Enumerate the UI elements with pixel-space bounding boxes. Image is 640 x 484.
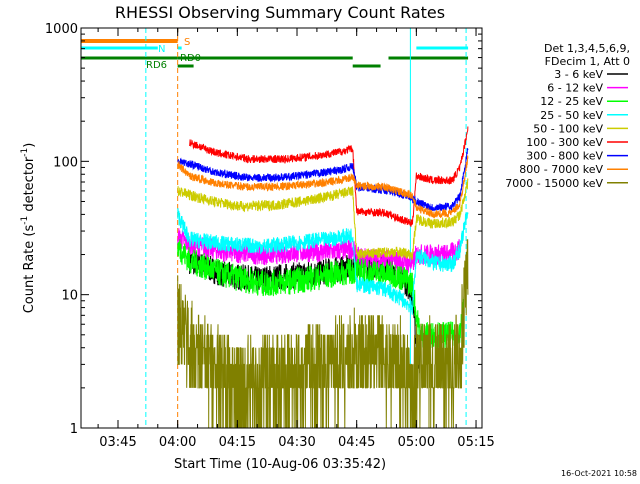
x-tick-label: 03:45: [99, 435, 136, 450]
legend-entry-label: 50 - 100 keV: [533, 122, 603, 135]
series-100-300-kev: [189, 126, 469, 227]
x-tick-label: 04:45: [338, 435, 375, 450]
legend-header-line: FDecim 1, Att 0: [545, 55, 630, 68]
x-tick-label: 04:30: [278, 435, 315, 450]
x-tick-label: 05:15: [457, 435, 494, 450]
timestamp: 16-Oct-2021 10:58: [561, 469, 637, 478]
state-label-n: N: [158, 44, 165, 55]
legend-entry-label: 300 - 800 keV: [526, 150, 603, 163]
state-label-rd0: RD0: [180, 53, 201, 64]
legend-entry-label: 7000 - 15000 keV: [505, 177, 603, 190]
y-axis-label-main: Count Rate (s: [22, 225, 37, 314]
y-axis-label-end: ): [22, 143, 37, 148]
legend-entry-label: 3 - 6 keV: [554, 68, 603, 81]
plot-frame: [80, 27, 483, 429]
y-axis-label-mid: detector: [22, 156, 37, 216]
x-tick-label: 04:00: [159, 435, 196, 450]
legend-entry-label: 12 - 25 keV: [540, 95, 603, 108]
legend-entry-label: 25 - 50 keV: [540, 109, 603, 122]
series-300-800-kev: [177, 148, 469, 212]
legend-entry-label: 800 - 7000 keV: [519, 163, 603, 176]
series-50-100-kev: [177, 178, 469, 261]
y-axis-label-sup2: -1: [20, 148, 30, 157]
y-axis-label: Count Rate (s-1 detector-1): [20, 143, 37, 314]
y-tick-label: 1: [70, 422, 78, 437]
series-12-25-kev: [177, 239, 465, 349]
y-tick-label: 10: [61, 289, 78, 304]
x-tick-label: 04:15: [219, 435, 256, 450]
legend-entry-label: 100 - 300 keV: [526, 136, 603, 149]
legend-header-line: Det 1,3,4,5,6,9,: [544, 42, 630, 55]
series-800-7000-kev: [177, 155, 469, 219]
legend-entry-label: 6 - 12 keV: [547, 82, 603, 95]
x-axis-label: Start Time (10-Aug-06 03:35:42): [174, 457, 386, 472]
series-7000-15000-kev: [177, 239, 469, 429]
chart-title: RHESSI Observing Summary Count Rates: [115, 3, 445, 22]
state-label-s: S: [184, 37, 190, 48]
state-label-rd6: RD6: [146, 60, 167, 71]
series-25-50-kev: [177, 207, 469, 315]
x-tick-label: 05:00: [398, 435, 435, 450]
y-tick-label: 1000: [45, 22, 78, 37]
y-tick-label: 100: [53, 155, 78, 170]
y-axis-label-sup1: -1: [20, 216, 30, 225]
